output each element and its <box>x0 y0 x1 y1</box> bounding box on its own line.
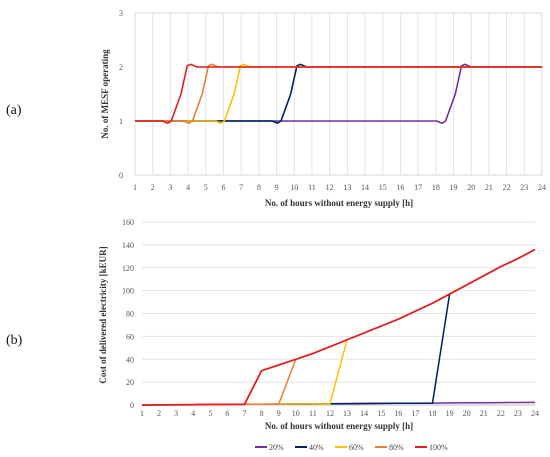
chart-b-x-tick-label: 8 <box>260 409 264 418</box>
chart-b-y-ticks: 0 20 40 60 80 100 120 140 160 <box>122 218 134 410</box>
legend-label: 40% <box>309 443 324 452</box>
chart-b-x-tick-label: 1 <box>140 409 144 418</box>
chart-a-x-tick-label: 2 <box>151 183 155 192</box>
chart-a-series-20pct <box>135 63 542 124</box>
chart-a-x-tick-label: 8 <box>257 183 261 192</box>
chart-a-x-tick-label: 3 <box>168 183 172 192</box>
chart-a-x-tick-label: 19 <box>450 183 458 192</box>
chart-a-x-tick-label: 16 <box>396 183 404 192</box>
chart-b-x-tick-label: 20 <box>463 409 471 418</box>
chart-a-x-tick-label: 17 <box>414 183 422 192</box>
chart-b-series <box>141 248 536 406</box>
chart-a-x-tick-label: 13 <box>343 183 351 192</box>
chart-b-x-tick-label: 9 <box>277 409 281 418</box>
chart-a-x-tick-label: 15 <box>379 183 387 192</box>
chart-a-x-tick-label: 24 <box>538 183 546 192</box>
chart-b-x-tick-label: 4 <box>191 409 195 418</box>
chart-a-x-tick-label: 12 <box>326 183 334 192</box>
chart-b-y-tick-label: 0 <box>130 401 134 410</box>
legend-label: 80% <box>389 443 404 452</box>
chart-b-x-tick-label: 5 <box>208 409 212 418</box>
chart-b-series-40pct <box>141 293 451 406</box>
chart-a-series-100pct <box>135 63 542 124</box>
chart-a-x-tick-label: 5 <box>204 183 208 192</box>
chart-b-legend: 20% 40% 60% 80% 100% <box>255 443 448 452</box>
chart-a-x-axis-title: No. of hours without energy supply [h] <box>265 198 413 208</box>
chart-a-x-tick-label: 22 <box>503 183 511 192</box>
chart-b-y-tick-label: 40 <box>126 355 134 364</box>
chart-a-x-tick-label: 1 <box>133 183 137 192</box>
chart-a-x-tick-label: 20 <box>467 183 475 192</box>
chart-a-x-tick-label: 23 <box>520 183 528 192</box>
chart-a-y-tick-label: 1 <box>119 117 123 126</box>
chart-b-gridlines <box>142 221 535 406</box>
chart-a-x-tick-label: 18 <box>432 183 440 192</box>
chart-b-x-tick-label: 16 <box>394 409 402 418</box>
chart-b-x-tick-label: 18 <box>428 409 436 418</box>
chart-a-x-tick-label: 11 <box>308 183 316 192</box>
chart-a-x-tick-label: 21 <box>485 183 493 192</box>
chart-b-y-tick-label: 160 <box>122 218 134 227</box>
chart-b-x-tick-label: 22 <box>497 409 505 418</box>
chart-a-plot-area <box>134 12 543 176</box>
chart-b-y-tick-label: 80 <box>126 310 134 319</box>
chart-a-y-ticks: 0 1 2 3 <box>119 9 123 180</box>
chart-b-x-tick-label: 10 <box>292 409 300 418</box>
panel-label-a: (a) <box>6 103 22 118</box>
chart-b-y-tick-label: 60 <box>126 332 134 341</box>
chart-b-x-tick-label: 6 <box>225 409 229 418</box>
legend-label: 60% <box>349 443 364 452</box>
chart-a-series-60pct <box>135 63 542 124</box>
chart-b-x-tick-label: 11 <box>309 409 317 418</box>
chart-b-y-axis-title: Cost of delivered electricity [kEUR] <box>98 246 108 383</box>
chart-b-y-tick-label: 140 <box>122 241 134 250</box>
chart-b-x-axis-title: No. of hours without energy supply [h] <box>265 421 413 431</box>
chart-b-y-tick-label: 100 <box>122 287 134 296</box>
panel-label-b: (b) <box>6 333 23 348</box>
chart-b-y-tick-label: 120 <box>122 264 134 273</box>
chart-a-x-tick-label: 7 <box>239 183 243 192</box>
chart-a-y-tick-label: 2 <box>119 63 123 72</box>
chart-a-x-tick-label: 4 <box>186 183 190 192</box>
chart-b-x-tick-label: 2 <box>157 409 161 418</box>
chart-a-x-tick-label: 9 <box>275 183 279 192</box>
chart-b-x-ticks: 1 2 3 4 5 6 7 8 9 10 11 12 13 14 15 16 17 18 19 20 21 22 23 24 <box>140 409 539 418</box>
chart-a-series-40pct <box>135 63 542 124</box>
legend-label: 100% <box>429 443 448 452</box>
chart-b-x-tick-label: 12 <box>326 409 334 418</box>
chart-a-x-tick-label: 6 <box>221 183 225 192</box>
chart-a-x-ticks: 1 2 3 4 5 6 7 8 9 10 11 12 13 14 15 16 17 18 19 20 21 22 23 24 <box>133 183 546 192</box>
legend-label: 20% <box>269 443 284 452</box>
chart-a-gridlines <box>152 13 525 175</box>
chart-a-y-axis-title: No. of MESF operating <box>100 49 110 139</box>
chart-a-x-tick-label: 10 <box>290 183 298 192</box>
chart-b-x-tick-label: 24 <box>531 409 539 418</box>
chart-a-x-tick-label: 14 <box>361 183 369 192</box>
chart-b-x-tick-label: 21 <box>480 409 488 418</box>
chart-b-x-tick-label: 17 <box>411 409 419 418</box>
chart-b-x-tick-label: 15 <box>377 409 385 418</box>
chart-b-x-tick-label: 3 <box>174 409 178 418</box>
chart-b-x-tick-label: 7 <box>243 409 247 418</box>
chart-b-series-60pct <box>141 339 348 406</box>
chart-b-y-tick-label: 20 <box>126 378 134 387</box>
chart-a-series-80pct <box>135 63 542 124</box>
chart-b-x-tick-label: 19 <box>446 409 454 418</box>
chart-b-x-tick-label: 13 <box>343 409 351 418</box>
chart-b-series-100pct <box>141 248 536 406</box>
chart-a-y-tick-label: 3 <box>119 9 123 18</box>
chart-a-y-tick-label: 0 <box>119 171 123 180</box>
chart-b-x-tick-label: 14 <box>360 409 368 418</box>
chart-b-x-tick-label: 23 <box>514 409 522 418</box>
chart-a-series <box>135 63 542 124</box>
